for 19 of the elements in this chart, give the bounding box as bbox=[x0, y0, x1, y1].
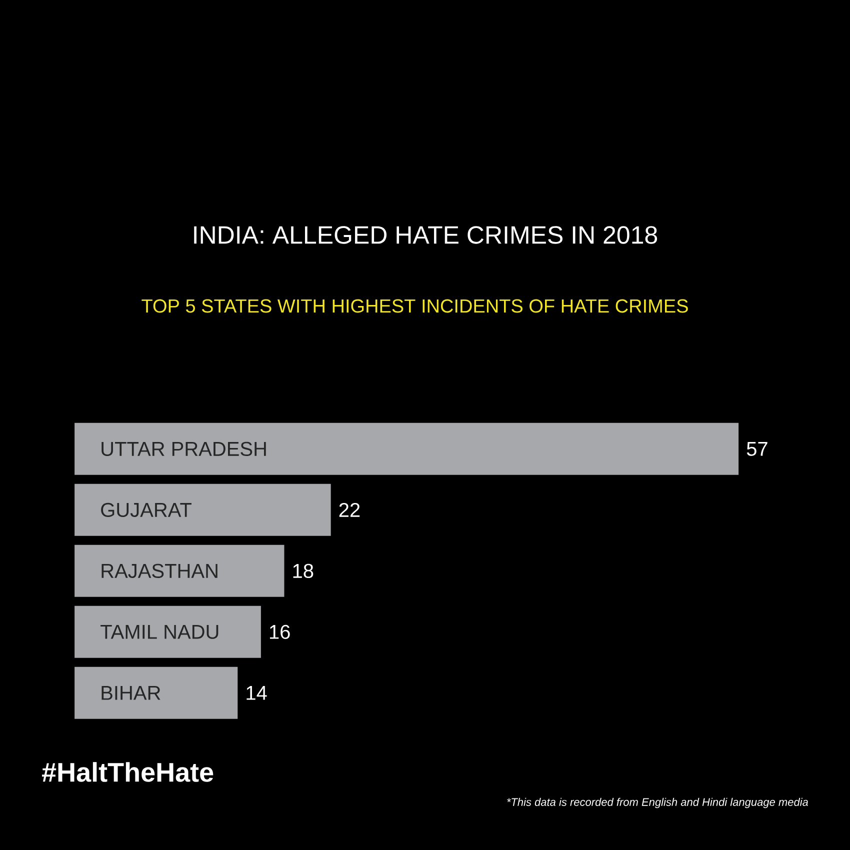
bar bbox=[74, 422, 739, 475]
bar bbox=[74, 484, 331, 536]
y-tick-label: GUJARAT bbox=[101, 502, 192, 517]
y-tick-label: BIHAR bbox=[102, 686, 160, 700]
data-label: 14 bbox=[246, 686, 267, 700]
text: #HaltTheHate bbox=[42, 762, 214, 782]
y-tick-label: TAMIL NADU bbox=[100, 624, 218, 639]
data-label: 22 bbox=[339, 502, 360, 517]
bar bbox=[74, 666, 238, 719]
data-label: 57 bbox=[746, 442, 768, 456]
data-label: 16 bbox=[270, 624, 290, 639]
chart-title: INDIA: ALLEGED HATE CRIMES IN 2018 bbox=[194, 226, 658, 244]
chart-subtitle: TOP 5 STATES WITH HIGHEST INCIDENTS OF HATE CRIMES bbox=[142, 299, 688, 313]
y-tick-label: RAJASTHAN bbox=[102, 564, 218, 578]
y-tick-label: UTTAR PRADESH bbox=[102, 442, 266, 456]
bar bbox=[74, 606, 261, 658]
text: *This data is recorded from English and Hindi language media bbox=[507, 798, 808, 808]
bar bbox=[74, 544, 284, 597]
data-label: 18 bbox=[293, 564, 314, 578]
